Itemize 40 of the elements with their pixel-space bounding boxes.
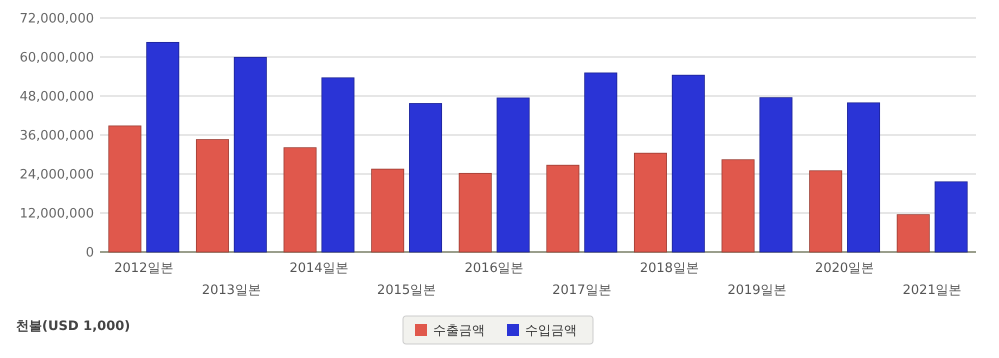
bar: [496, 98, 530, 252]
y-tick-label: 0: [86, 246, 94, 261]
y-tick-label: 36,000,000: [20, 128, 94, 144]
bar: [934, 181, 968, 252]
bar: [146, 42, 180, 252]
x-tick-label: 2019일본: [727, 283, 787, 298]
bar: [634, 152, 667, 252]
y-tick-label: 72,000,000: [20, 12, 94, 27]
x-tick-label: 2015일본: [377, 283, 436, 298]
legend-label: 수입금액: [525, 324, 577, 339]
bar: [722, 159, 755, 252]
bar: [584, 72, 618, 252]
x-tick-label: 2016일본: [464, 261, 524, 276]
bar: [458, 172, 492, 252]
x-tick-label: 2018일본: [640, 261, 699, 276]
x-tick-label: 2013일본: [202, 283, 261, 298]
bar: [409, 103, 442, 252]
bar: [847, 102, 880, 252]
bar: [546, 164, 580, 252]
y-tick-label: 12,000,000: [20, 206, 94, 222]
bar: [321, 77, 354, 252]
bar: [371, 168, 404, 252]
y-tick-label: 24,000,000: [20, 168, 94, 183]
x-tick-label: 2014일본: [289, 261, 349, 276]
bar: [896, 214, 930, 252]
bar: [672, 74, 705, 252]
x-tick-label: 2021일본: [902, 283, 962, 298]
bar: [108, 126, 142, 252]
x-tick-label: 2012일본: [114, 261, 174, 276]
bar: [284, 147, 317, 252]
y-tick-label: 48,000,000: [20, 90, 94, 105]
bar: [196, 139, 229, 252]
x-tick-label: 2017일본: [552, 283, 612, 298]
bar: [234, 56, 267, 252]
bar: [809, 170, 842, 252]
x-tick-label: 2020일본: [815, 261, 874, 276]
legend-label: 수출금액: [433, 324, 485, 339]
y-axis-title: 천불(USD 1,000): [16, 319, 130, 334]
bar: [759, 97, 792, 252]
y-tick-label: 60,000,000: [20, 50, 94, 66]
